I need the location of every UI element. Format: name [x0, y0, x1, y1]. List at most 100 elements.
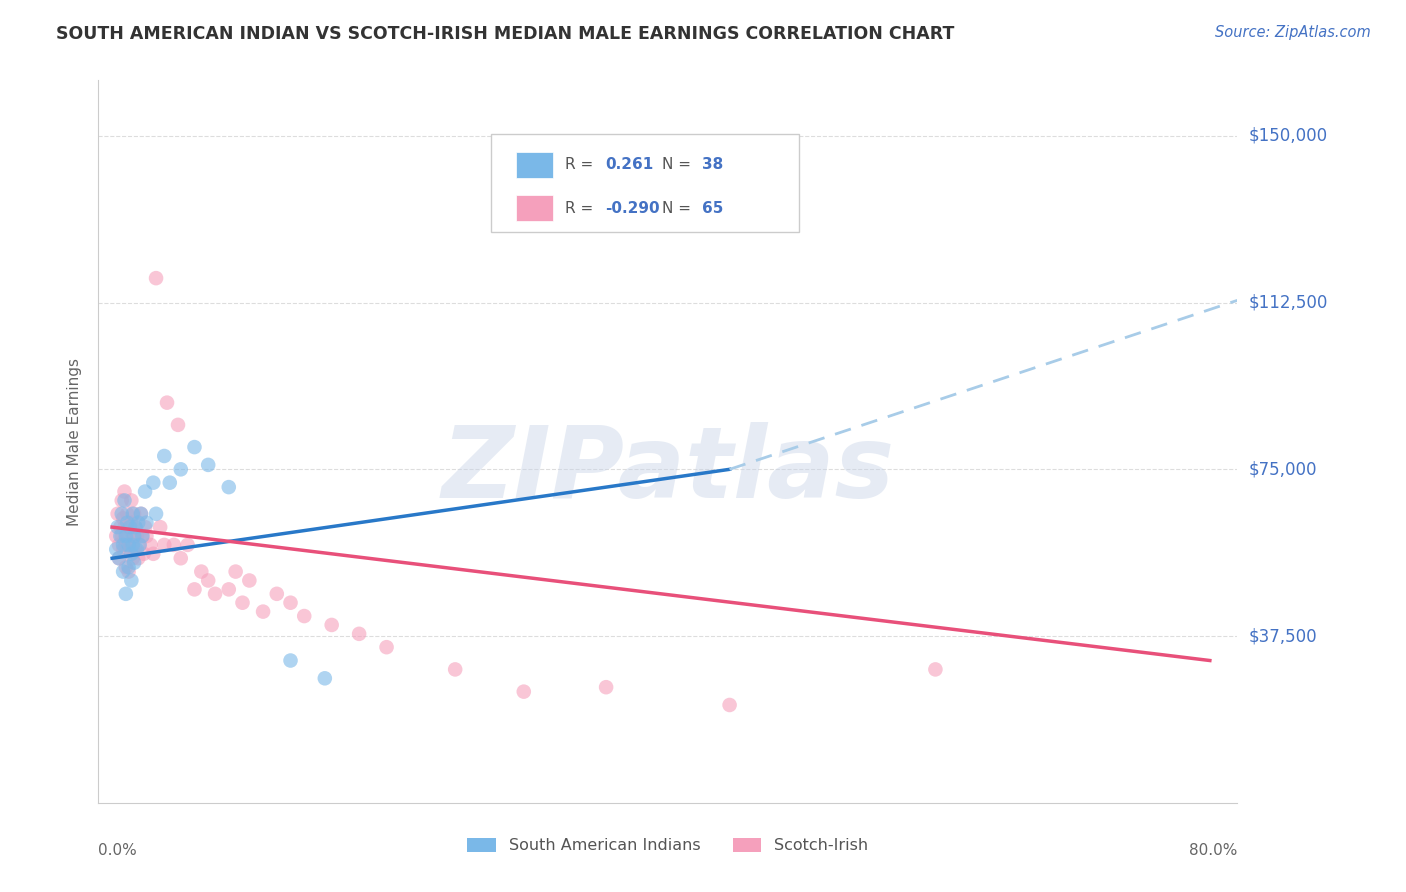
Point	[122, 556, 145, 570]
Point	[108, 551, 131, 566]
Point	[135, 529, 157, 543]
Point	[111, 529, 134, 543]
Point	[197, 458, 219, 472]
Point	[145, 271, 167, 285]
Point	[117, 560, 139, 574]
Point	[156, 395, 179, 409]
Point	[115, 560, 138, 574]
Point	[924, 662, 946, 676]
Point	[131, 529, 153, 543]
Legend: South American Indians, Scotch-Irish: South American Indians, Scotch-Irish	[461, 831, 875, 860]
Point	[149, 520, 172, 534]
Point	[105, 542, 128, 557]
Point	[124, 520, 146, 534]
Point	[115, 516, 138, 530]
Text: N =: N =	[662, 201, 696, 216]
Point	[118, 520, 141, 534]
Point	[117, 538, 139, 552]
Point	[238, 574, 260, 588]
Point	[280, 596, 302, 610]
Point	[134, 520, 156, 534]
Text: $150,000: $150,000	[1249, 127, 1327, 145]
Point	[108, 538, 131, 552]
Point	[120, 574, 142, 588]
Point	[127, 516, 149, 530]
Point	[190, 565, 212, 579]
Point	[375, 640, 398, 655]
Point	[115, 529, 138, 543]
Text: R =: R =	[565, 201, 599, 216]
Point	[129, 507, 152, 521]
Point	[121, 507, 143, 521]
Point	[118, 542, 141, 557]
Point	[112, 538, 135, 552]
Point	[513, 684, 536, 698]
Point	[145, 507, 167, 521]
Text: 38: 38	[702, 158, 723, 172]
Point	[115, 538, 138, 552]
Point	[120, 547, 142, 561]
Point	[131, 529, 153, 543]
Point	[170, 462, 193, 476]
Point	[112, 511, 135, 525]
Point	[121, 551, 143, 566]
Point	[120, 493, 142, 508]
Text: ZIPatlas: ZIPatlas	[441, 422, 894, 519]
Point	[110, 529, 132, 543]
Point	[292, 609, 315, 624]
Point	[115, 529, 138, 543]
Text: 0.261: 0.261	[605, 158, 654, 172]
Point	[167, 417, 190, 432]
Point	[122, 529, 145, 543]
Point	[218, 480, 240, 494]
Point	[121, 529, 143, 543]
Point	[105, 529, 128, 543]
Point	[112, 565, 135, 579]
Point	[280, 653, 302, 667]
Text: Source: ZipAtlas.com: Source: ZipAtlas.com	[1215, 25, 1371, 40]
FancyBboxPatch shape	[516, 195, 553, 221]
Text: SOUTH AMERICAN INDIAN VS SCOTCH-IRISH MEDIAN MALE EARNINGS CORRELATION CHART: SOUTH AMERICAN INDIAN VS SCOTCH-IRISH ME…	[56, 25, 955, 43]
Point	[183, 582, 205, 597]
Point	[129, 507, 152, 521]
Point	[112, 542, 135, 557]
Text: 0.0%: 0.0%	[98, 843, 138, 857]
Point	[218, 582, 240, 597]
Point	[197, 574, 219, 588]
Point	[114, 484, 136, 499]
Point	[114, 520, 136, 534]
Point	[107, 520, 129, 534]
Point	[114, 493, 136, 508]
Point	[225, 565, 247, 579]
Point	[124, 542, 146, 557]
Text: 65: 65	[702, 201, 724, 216]
Point	[115, 587, 138, 601]
Point	[347, 627, 370, 641]
Point	[108, 551, 131, 566]
Point	[132, 547, 155, 561]
Point	[115, 507, 138, 521]
Point	[204, 587, 226, 601]
Point	[128, 538, 150, 552]
Point	[176, 538, 198, 552]
Point	[252, 605, 274, 619]
Point	[125, 529, 148, 543]
FancyBboxPatch shape	[516, 152, 553, 178]
Point	[125, 542, 148, 557]
Point	[142, 547, 165, 561]
Text: $37,500: $37,500	[1249, 627, 1317, 645]
Text: $75,000: $75,000	[1249, 460, 1317, 478]
Point	[718, 698, 741, 712]
Point	[134, 484, 156, 499]
Point	[153, 538, 176, 552]
Point	[110, 520, 132, 534]
Point	[111, 507, 134, 521]
Point	[153, 449, 176, 463]
Point	[118, 520, 141, 534]
Point	[121, 538, 143, 552]
FancyBboxPatch shape	[491, 135, 799, 232]
Point	[595, 680, 617, 694]
Point	[128, 538, 150, 552]
Point	[231, 596, 253, 610]
Text: R =: R =	[565, 158, 599, 172]
